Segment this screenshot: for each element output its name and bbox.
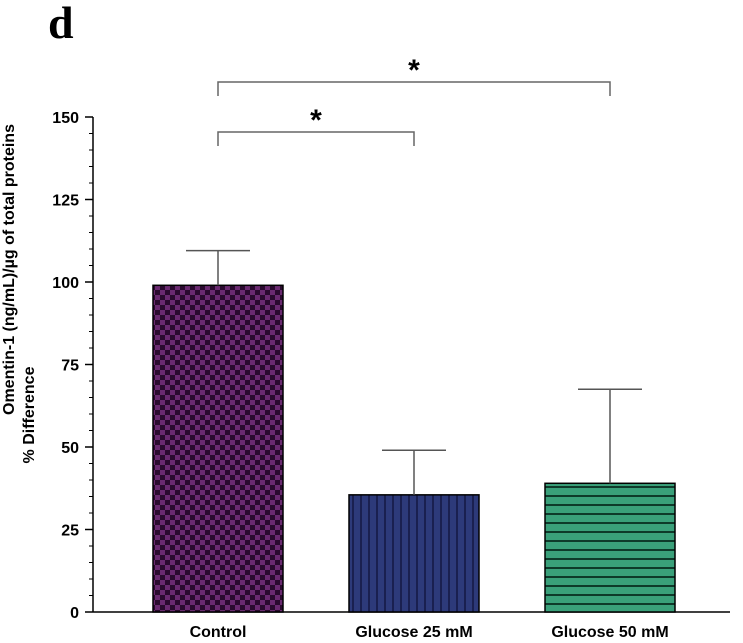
x-category-label: Glucose 25 mM <box>355 624 472 641</box>
y-axis-label-line2: % Difference <box>21 366 38 463</box>
significance-marker: * <box>408 54 420 87</box>
significance-brackets: ** <box>217 54 611 146</box>
y-tick-label: 150 <box>52 110 79 127</box>
error-bars <box>186 249 642 495</box>
significance-marker: * <box>310 104 322 137</box>
y-tick-label: 125 <box>52 193 79 210</box>
bar-glucose-25-mm <box>348 494 480 613</box>
panel-label: d <box>48 0 74 48</box>
significance-bracket <box>217 131 415 146</box>
bars: Control Glucose 25 mM Glucose 50 mM <box>152 284 676 641</box>
x-category-label: Control <box>190 624 247 641</box>
y-tick-label: 0 <box>70 605 79 622</box>
y-axis-label-line1: Omentin-1 (ng/mL)/µg of total proteins <box>1 124 18 415</box>
bar-control <box>152 284 284 613</box>
y-tick-label: 75 <box>61 358 79 375</box>
y-tick-label: 50 <box>61 440 79 457</box>
bar-glucose-50-mm <box>544 482 676 613</box>
significance-bracket <box>217 81 611 96</box>
y-tick-label: 25 <box>61 523 79 540</box>
x-category-label: Glucose 50 mM <box>551 624 668 641</box>
y-tick-label: 100 <box>52 275 79 292</box>
